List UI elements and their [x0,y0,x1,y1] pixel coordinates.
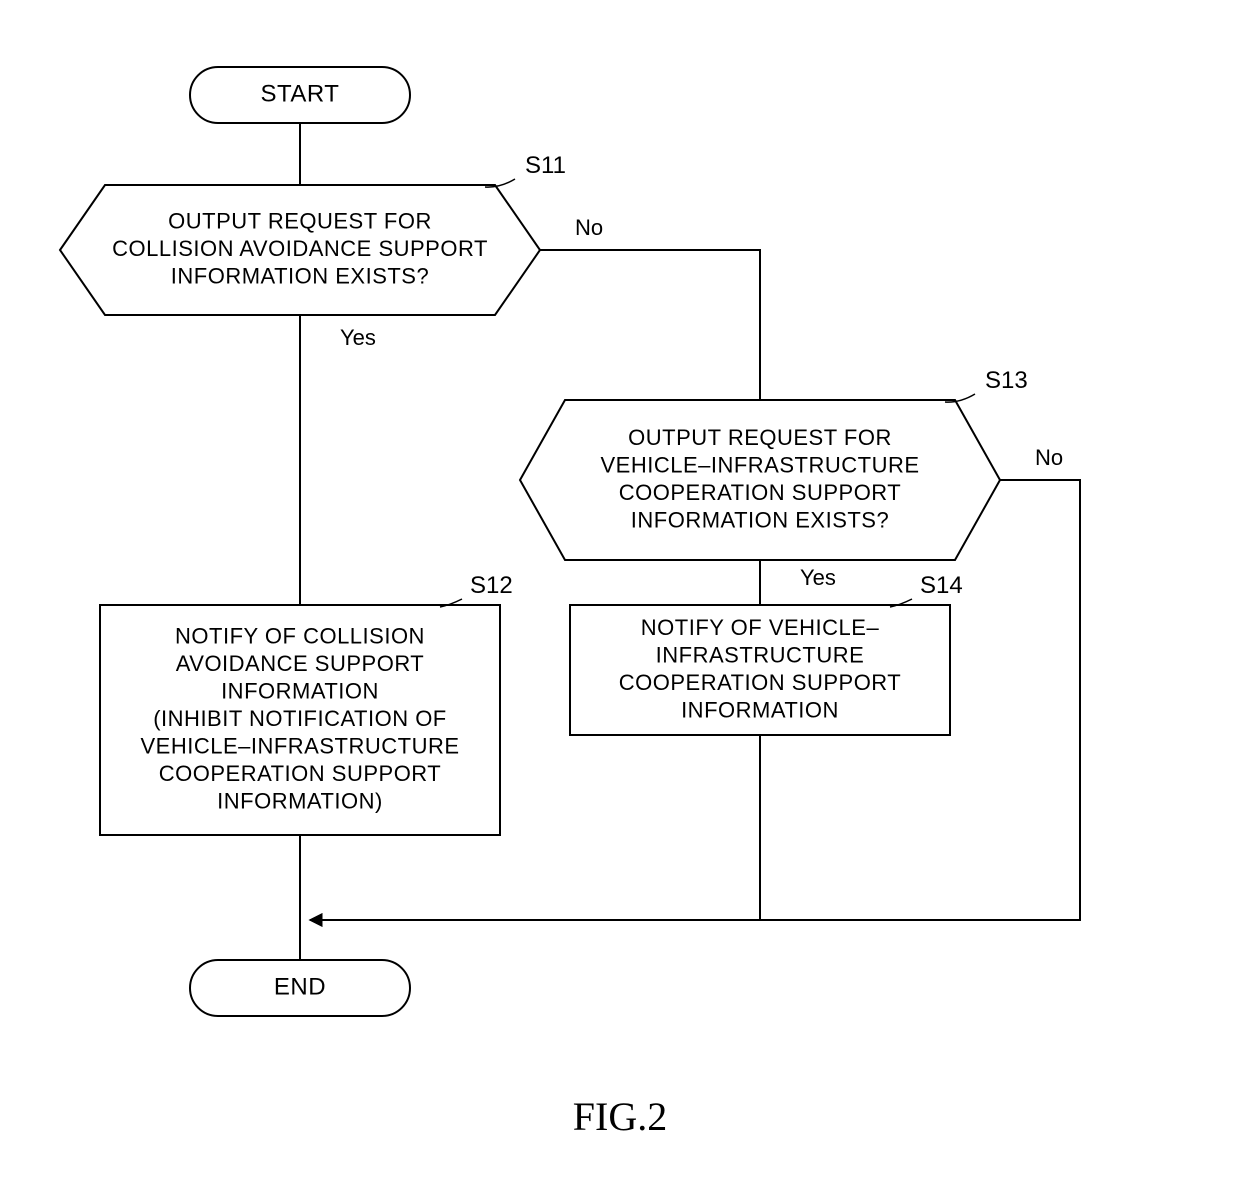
svg-text:S12: S12 [470,572,513,599]
svg-text:COLLISION AVOIDANCE SUPPORT: COLLISION AVOIDANCE SUPPORT [112,236,488,261]
svg-text:(INHIBIT NOTIFICATION OF: (INHIBIT NOTIFICATION OF [153,706,447,731]
svg-text:NOTIFY OF COLLISION: NOTIFY OF COLLISION [175,624,425,649]
edge-2 [540,250,760,400]
svg-text:S11: S11 [525,152,566,179]
svg-text:COOPERATION SUPPORT: COOPERATION SUPPORT [619,670,902,695]
svg-text:INFORMATION: INFORMATION [221,679,379,704]
svg-text:INFORMATION EXISTS?: INFORMATION EXISTS? [171,264,429,289]
svg-text:OUTPUT REQUEST FOR: OUTPUT REQUEST FOR [628,425,892,450]
node-s12: NOTIFY OF COLLISIONAVOIDANCE SUPPORT INFO… [100,572,513,835]
svg-text:No: No [1035,445,1063,470]
svg-text:S13: S13 [985,367,1028,394]
flowchart-diagram: YesNoYesNo STARTOUTPUT REQUEST FORCOLLIS… [0,0,1240,1196]
svg-text:AVOIDANCE SUPPORT: AVOIDANCE SUPPORT [176,651,425,676]
node-s11: OUTPUT REQUEST FORCOLLISION AVOIDANCE SU… [60,152,566,315]
svg-text:START: START [261,81,340,108]
svg-text:END: END [274,974,326,1001]
svg-text:OUTPUT REQUEST FOR: OUTPUT REQUEST FOR [168,209,432,234]
svg-text:VEHICLE–INFRASTRUCTURE: VEHICLE–INFRASTRUCTURE [600,452,919,477]
svg-text:INFORMATION EXISTS?: INFORMATION EXISTS? [631,507,889,532]
svg-text:Yes: Yes [800,565,836,590]
node-start: START [190,67,410,123]
svg-text:INFRASTRUCTURE: INFRASTRUCTURE [656,642,865,667]
svg-text:COOPERATION SUPPORT: COOPERATION SUPPORT [619,480,902,505]
svg-text:No: No [575,215,603,240]
svg-text:VEHICLE–INFRASTRUCTURE: VEHICLE–INFRASTRUCTURE [140,734,459,759]
svg-text:Yes: Yes [340,325,376,350]
node-end: END [190,960,410,1016]
node-s13: OUTPUT REQUEST FORVEHICLE–INFRASTRUCTURE… [520,367,1028,560]
svg-text:COOPERATION SUPPORT: COOPERATION SUPPORT [159,761,442,786]
svg-text:INFORMATION): INFORMATION) [217,789,383,814]
node-s14: NOTIFY OF VEHICLE–INFRASTRUCTURE COOPERAT… [570,572,963,735]
svg-text:INFORMATION: INFORMATION [681,697,839,722]
figure-label: FIG.2 [573,1094,667,1139]
svg-text:S14: S14 [920,572,963,599]
svg-text:NOTIFY OF VEHICLE–: NOTIFY OF VEHICLE– [641,615,880,640]
